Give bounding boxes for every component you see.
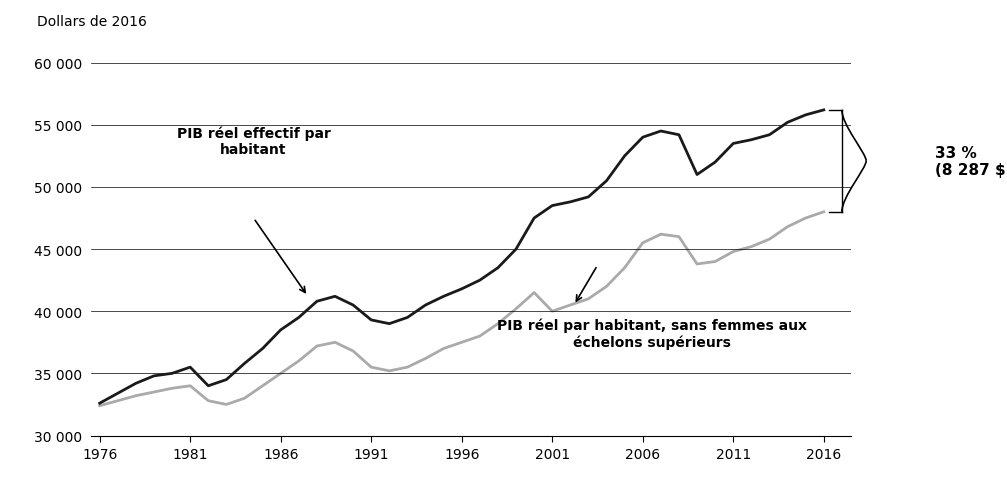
Text: PIB réel effectif par
habitant: PIB réel effectif par habitant bbox=[176, 126, 330, 156]
Text: 33 %
(8 287 $): 33 % (8 287 $) bbox=[934, 145, 1007, 178]
Text: Dollars de 2016: Dollars de 2016 bbox=[37, 15, 147, 29]
Text: PIB réel par habitant, sans femmes aux
échelons supérieurs: PIB réel par habitant, sans femmes aux é… bbox=[496, 318, 807, 349]
